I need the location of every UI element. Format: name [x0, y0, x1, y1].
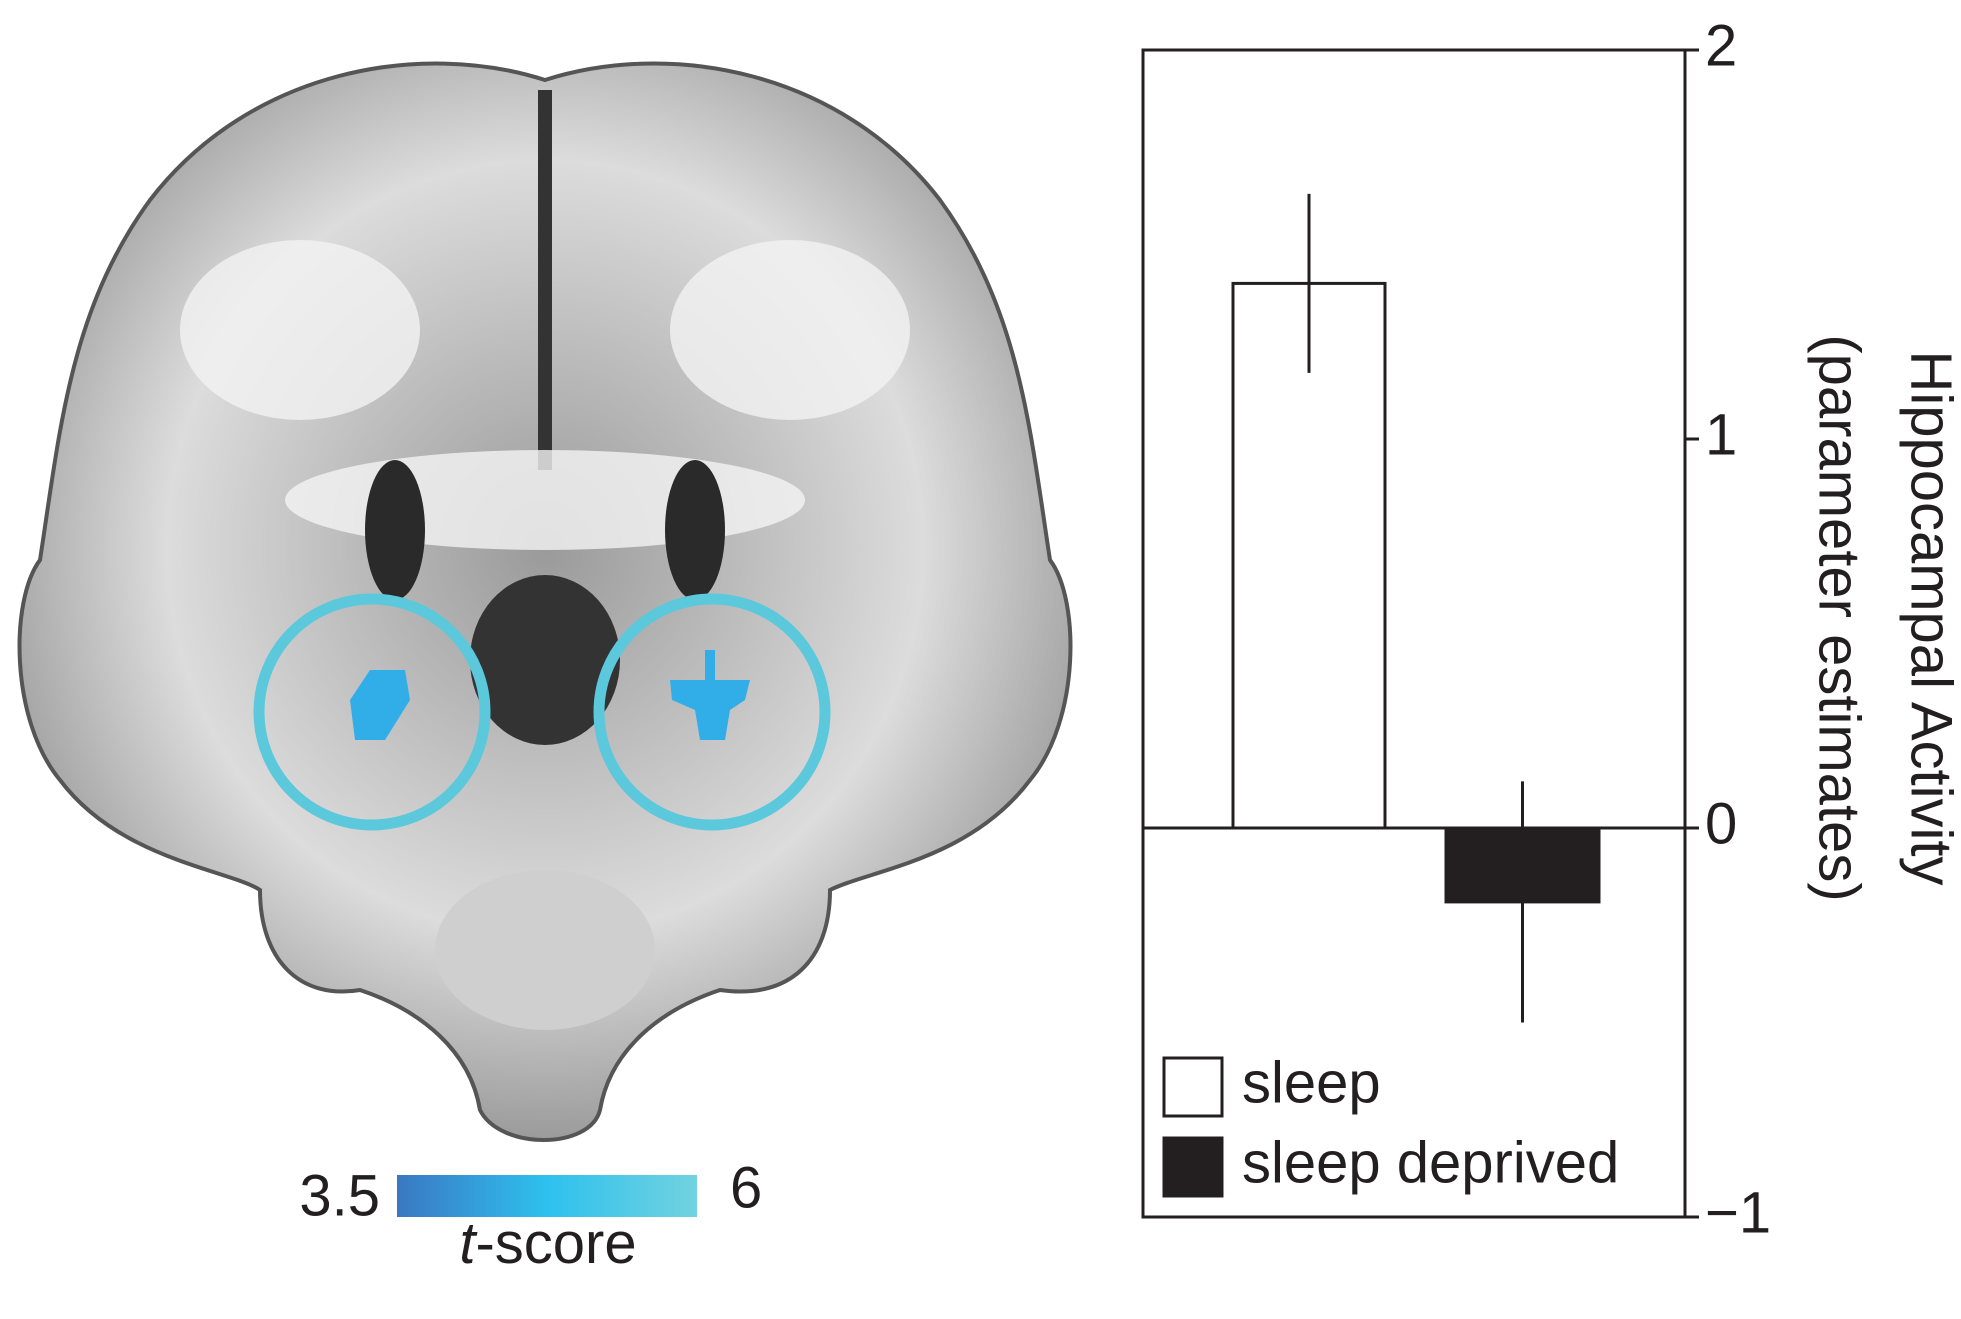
colorbar-label-italic: t	[459, 1211, 478, 1276]
y-axis-label: Hippocampal Activity	[1899, 350, 1961, 885]
colorbar-label-text: -score	[475, 1211, 636, 1276]
y-tick-label: 2	[1705, 13, 1737, 78]
colorbar-label: t-score	[459, 1211, 636, 1276]
y-axis-label: (parameter estimates)	[1807, 334, 1872, 901]
colorbar-tick-label: 3.5	[299, 1163, 380, 1228]
y-tick-label: 0	[1705, 791, 1737, 856]
y-tick-label: 1	[1705, 402, 1737, 467]
y-tick-label: −1	[1705, 1180, 1771, 1245]
legend-swatch	[1162, 1056, 1224, 1118]
colorbar	[397, 1175, 697, 1217]
brain-image	[17, 61, 1073, 1142]
legend-label: sleep deprived	[1242, 1130, 1619, 1195]
legend-label: sleep	[1242, 1050, 1381, 1115]
bar	[1231, 281, 1387, 830]
plot-frame	[1141, 48, 1687, 1219]
colorbar-tick-label: 6	[730, 1155, 762, 1220]
legend-swatch	[1162, 1136, 1224, 1198]
